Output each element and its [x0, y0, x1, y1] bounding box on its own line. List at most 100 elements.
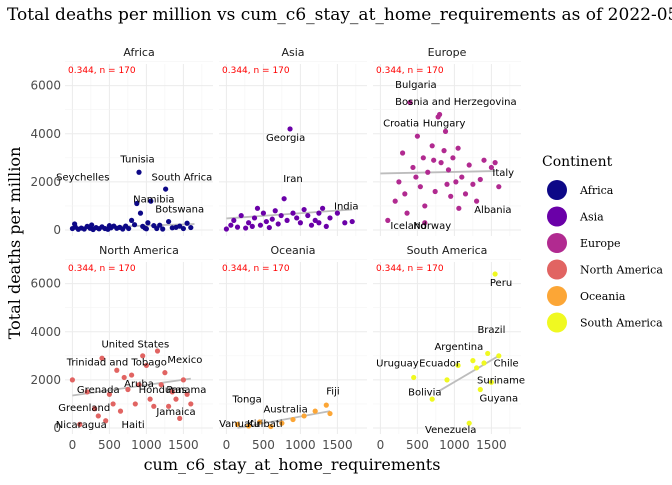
data-point — [442, 128, 449, 134]
data-point — [444, 181, 450, 187]
y-tick-label: 0 — [53, 223, 61, 237]
trend-line — [439, 355, 500, 392]
data-point — [431, 157, 437, 163]
data-point — [417, 184, 423, 190]
legend-item: North America — [547, 259, 663, 280]
panel-europe: Europe Bulgaria Bosnia and Herzegovina Croa… — [373, 46, 521, 236]
legend-label: Asia — [579, 211, 604, 224]
data-point — [481, 360, 487, 366]
data-point — [429, 396, 435, 402]
data-point — [260, 210, 266, 216]
trend-line — [72, 377, 191, 397]
x-tick-label: 1500 — [476, 438, 507, 452]
data-point — [231, 217, 237, 223]
y-tick-label: 6000 — [30, 79, 61, 93]
data-point — [413, 174, 419, 180]
data-point — [223, 226, 229, 232]
legend-swatch — [547, 286, 567, 306]
point-label: Bolivia — [408, 388, 441, 399]
point-label: Aruba — [124, 379, 154, 390]
legend-item: Oceania — [547, 286, 626, 306]
data-point — [316, 220, 322, 226]
data-point — [297, 220, 303, 226]
legend-item: Africa — [547, 180, 614, 200]
legend-swatch — [547, 259, 567, 280]
data-point — [422, 220, 428, 226]
y-axis-label: Total deaths per million — [5, 147, 24, 340]
data-point — [163, 186, 169, 192]
data-point — [234, 224, 241, 230]
y-tick-label: 4000 — [30, 325, 61, 339]
data-point — [238, 212, 244, 219]
stat-annotation: 0.344, n = 170 — [376, 264, 444, 274]
data-point — [136, 169, 142, 175]
panel-title: Africa — [123, 46, 154, 59]
data-point — [488, 379, 494, 385]
data-point — [184, 220, 190, 226]
x-tick-label: 500 — [252, 438, 275, 452]
data-point — [312, 408, 318, 414]
data-point — [137, 210, 144, 216]
data-point — [301, 206, 307, 213]
panel-oceania: Oceania 0 500 1000 1500 Fiji TongaAustraliaVan… — [219, 244, 367, 452]
data-point — [77, 421, 83, 427]
panel-north-america: North America 0 500 1000 1500 0 2000 4000 6000 Un… — [30, 244, 213, 452]
data-point — [438, 160, 444, 166]
y-tick-label: 0 — [53, 421, 61, 435]
point-label: Peru — [490, 278, 512, 289]
y-tick-label: 2000 — [30, 175, 61, 189]
point-label: Ecuador — [419, 359, 461, 370]
data-point — [72, 221, 78, 227]
x-tick-label: 500 — [406, 438, 429, 452]
data-point — [169, 389, 175, 395]
data-point — [106, 223, 112, 229]
data-point — [143, 226, 149, 232]
data-point — [425, 169, 431, 175]
point-label: Botswana — [155, 204, 204, 215]
legend-label: Oceania — [580, 290, 626, 303]
data-point — [466, 420, 472, 426]
point-label: Bulgaria — [395, 80, 436, 91]
data-point — [268, 423, 274, 430]
data-point — [158, 382, 164, 388]
x-tick-label: 0 — [223, 438, 231, 452]
data-point — [254, 205, 261, 211]
data-point — [477, 386, 483, 393]
point-label: Australia — [263, 404, 307, 415]
data-point — [275, 221, 281, 227]
data-point — [349, 218, 355, 225]
data-point — [327, 410, 333, 417]
data-point — [148, 198, 154, 204]
data-point — [320, 205, 326, 211]
data-point — [444, 377, 450, 383]
point-label: Italy — [492, 168, 514, 179]
data-point — [188, 224, 194, 231]
data-point — [69, 377, 75, 383]
x-tick-label: 500 — [98, 438, 121, 452]
y-tick-label: 6000 — [30, 277, 61, 291]
legend-item: Europe — [547, 233, 621, 253]
point-label: Georgia — [266, 133, 305, 144]
data-point — [496, 353, 502, 359]
data-point — [301, 413, 307, 419]
data-point — [147, 396, 153, 402]
data-point — [173, 396, 179, 402]
stat-annotation: 0.344, n = 170 — [68, 66, 136, 76]
legend-swatch — [547, 180, 567, 200]
legend: Continent Africa Asia Europe North America Oc… — [542, 154, 663, 333]
trend-line — [380, 170, 496, 175]
data-point — [134, 200, 140, 207]
data-point — [257, 222, 264, 228]
data-point — [246, 220, 252, 226]
stat-annotation: 0.344, n = 170 — [68, 264, 136, 274]
data-point — [279, 420, 285, 426]
facet-panels: Africa 0 2000 4000 6000 Tunisia Seychelles Sout… — [30, 46, 525, 452]
point-label: Norway — [413, 221, 451, 232]
data-point — [284, 217, 290, 223]
point-label: United States — [101, 339, 169, 350]
legend-swatch — [547, 312, 567, 333]
data-point — [396, 179, 402, 185]
point-label: Seychelles — [56, 173, 109, 184]
data-point — [114, 367, 120, 373]
data-point — [492, 160, 498, 166]
